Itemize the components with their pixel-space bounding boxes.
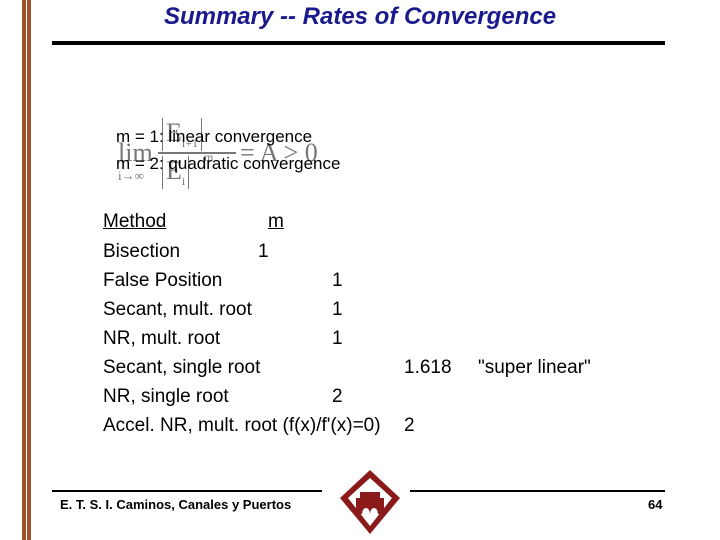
logo-arches: [362, 508, 378, 514]
note: "super linear": [478, 357, 591, 378]
footer-rule: [410, 490, 665, 492]
formula: lim i→∞ Ei+1 Ei m = A > 0: [118, 118, 318, 198]
order: 1.618: [404, 357, 452, 378]
logo: [340, 470, 400, 534]
method: False Position: [103, 270, 223, 291]
formula-num-index: i+1: [181, 136, 198, 151]
formula-num-e: E: [166, 118, 182, 147]
method: Bisection: [103, 241, 181, 262]
order: 1: [332, 299, 343, 320]
method: NR, mult. root: [103, 328, 221, 349]
table-header: Method: [103, 211, 167, 232]
method: Secant, single root: [103, 357, 261, 378]
formula-sub: i→∞: [118, 168, 144, 183]
formula-rhs: = A > 0: [240, 138, 318, 167]
table-header: m: [268, 211, 284, 232]
title: Summary -- Rates of Convergence: [163, 3, 557, 30]
formula-num: Ei+1: [162, 118, 202, 152]
method: Accel. NR, mult. root (f(x)/f'(x)=0): [103, 415, 381, 436]
definition: m = 2: quadratic convergence: [116, 154, 341, 173]
order: 1: [332, 270, 343, 291]
order: 1: [332, 328, 343, 349]
side-bar-line: [26, 0, 27, 540]
definition: m = 1: linear convergence: [116, 127, 313, 146]
method: NR, single root: [103, 386, 229, 407]
title-rule: [52, 41, 665, 45]
formula-den: Ei: [162, 156, 190, 190]
formula-den-e: E: [166, 156, 182, 185]
method: Secant, mult. root: [103, 299, 252, 320]
order: 2: [332, 386, 343, 407]
footer-rule: [52, 490, 322, 492]
formula-den-index: i: [181, 174, 186, 189]
logo-bridge: [356, 492, 384, 514]
order: 1: [258, 241, 269, 262]
formula-bar: [158, 152, 236, 154]
formula-exp: m: [204, 150, 214, 164]
footer-page: 64: [648, 497, 663, 512]
formula-lim: lim: [118, 138, 153, 167]
footer-institution: E. T. S. I. Caminos, Canales y Puertos: [60, 497, 292, 512]
order: 2: [404, 415, 415, 436]
